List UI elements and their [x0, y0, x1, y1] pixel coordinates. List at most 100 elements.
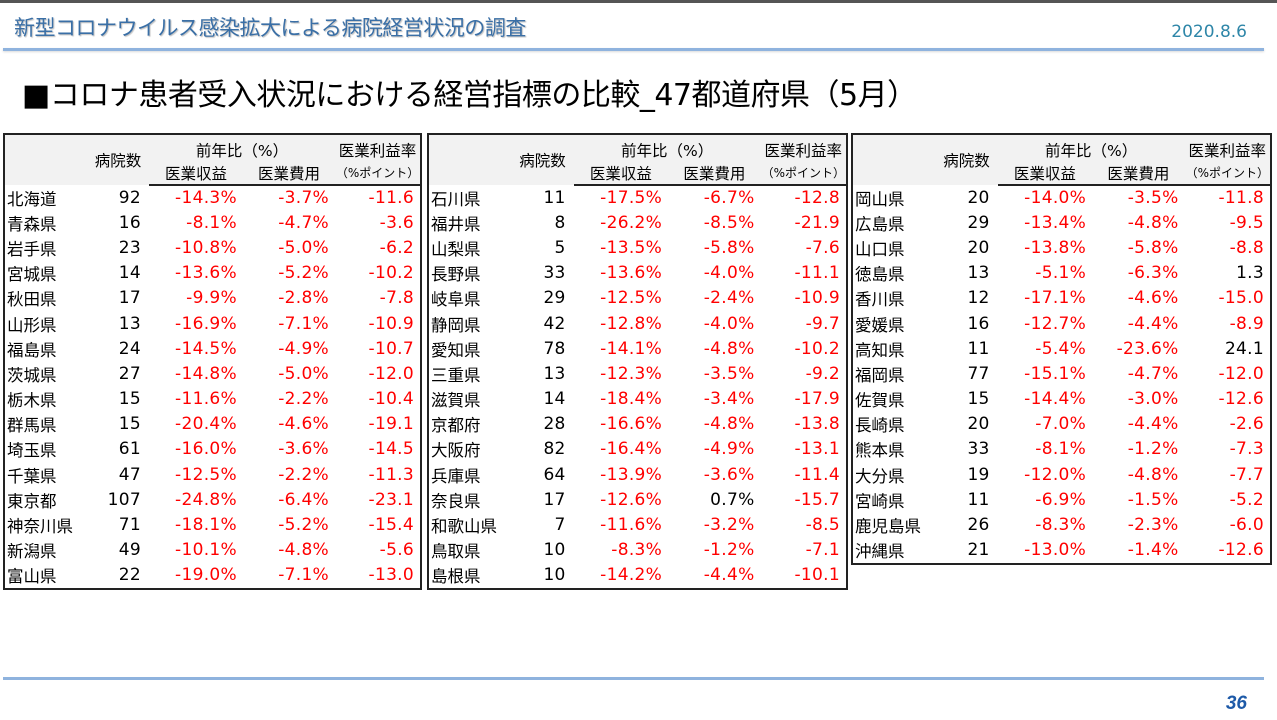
expense-yoy: -2.8% [278, 288, 330, 309]
expense-yoy: -3.4% [703, 389, 755, 410]
header-row-1: 病院数 前年比（%） 医業利益率 [853, 135, 1270, 185]
report-title: 新型コロナウイルス感染拡大による病院経営状況の調査 [14, 16, 526, 40]
revenue-yoy: -13.0% [1024, 540, 1087, 561]
table-row: 北海道 92 -14.3% -3.7% -11.6 [5, 185, 420, 210]
header-row-2: 医業収益 医業費用 （%ポイント） [853, 161, 1270, 186]
revenue-yoy: -8.3% [611, 540, 663, 561]
revenue-yoy: -11.6% [175, 389, 237, 410]
hospital-count: 78 [543, 338, 566, 359]
hospital-count: 7 [554, 515, 566, 536]
revenue-yoy: -12.7% [1024, 313, 1087, 334]
hospital-count: 15 [967, 389, 990, 410]
revenue-yoy: -20.4% [175, 414, 237, 435]
header-margin-unit: （%ポイント） [335, 161, 421, 186]
revenue-yoy: -14.5% [175, 338, 237, 359]
table-row: 大分県 19 -12.0% -4.8% -7.7 [853, 462, 1270, 487]
margin-change: -12.6 [1218, 389, 1264, 410]
revenue-yoy: -18.1% [175, 515, 237, 536]
expense-yoy: -4.0% [703, 313, 755, 334]
header-yoy-group: 前年比（%） [149, 135, 336, 161]
hospital-count: 77 [967, 363, 990, 384]
margin-change: -9.2 [805, 363, 840, 384]
hospital-count: 21 [967, 540, 990, 561]
header-row-2: 医業収益 医業費用 （%ポイント） [5, 161, 421, 186]
expense-yoy: -3.0% [1127, 389, 1179, 410]
revenue-yoy: -13.8% [1024, 237, 1087, 258]
header-margin: 医業利益率 [760, 135, 846, 161]
expense-yoy: -2.2% [278, 464, 330, 485]
hospital-count: 11 [543, 187, 566, 208]
revenue-yoy: -10.8% [175, 237, 237, 258]
prefecture-name: 京都府 [431, 416, 481, 436]
expense-yoy: -5.8% [1127, 237, 1179, 258]
header-hospital-count: 病院数 [511, 135, 574, 185]
prefecture-name: 熊本県 [855, 441, 905, 461]
prefecture-name: 静岡県 [431, 315, 481, 335]
prefecture-name: 宮崎県 [855, 491, 905, 511]
header-hospital-count: 病院数 [935, 135, 998, 185]
expense-yoy: -23.6% [1116, 338, 1179, 359]
table-row: 愛媛県 16 -12.7% -4.4% -8.9 [853, 311, 1270, 336]
hospital-count: 15 [118, 414, 141, 435]
margin-change: -7.7 [1229, 464, 1264, 485]
hospital-count: 24 [118, 338, 141, 359]
margin-change: -15.4 [368, 515, 415, 536]
expense-yoy: -4.8% [1127, 212, 1179, 233]
margin-change: -12.0 [1218, 363, 1264, 384]
table-row: 和歌山県 7 -11.6% -3.2% -8.5 [429, 512, 846, 537]
revenue-yoy: -14.1% [600, 338, 663, 359]
hospital-count: 17 [118, 288, 141, 309]
expense-yoy: -7.1% [278, 565, 330, 586]
footer-divider [3, 677, 1264, 680]
revenue-yoy: -16.6% [600, 414, 663, 435]
expense-yoy: -3.7% [278, 188, 330, 209]
table-row: 佐賀県 15 -14.4% -3.0% -12.6 [853, 387, 1270, 412]
hospital-count: 33 [967, 439, 990, 460]
header-margin: 医業利益率 [335, 135, 421, 161]
table-row: 山形県 13 -16.9% -7.1% -10.9 [5, 311, 420, 336]
prefecture-name: 和歌山県 [431, 517, 497, 537]
table-row: 徳島県 13 -5.1% -6.3% 1.3 [853, 261, 1270, 286]
table-row: 広島県 29 -13.4% -4.8% -9.5 [853, 210, 1270, 235]
revenue-yoy: -12.0% [1024, 464, 1087, 485]
expense-yoy: -4.9% [703, 439, 755, 460]
revenue-yoy: -12.5% [600, 288, 663, 309]
expense-yoy: -3.6% [278, 439, 330, 460]
expense-yoy: -2.3% [1127, 515, 1179, 536]
hospital-count: 17 [543, 489, 566, 510]
revenue-yoy: -14.0% [1024, 188, 1087, 209]
prefecture-table-2: 病院数 前年比（%） 医業利益率 医業収益 医業費用 （%ポイント） 石川県 11 -17.5%… [427, 133, 848, 590]
hospital-count: 13 [543, 363, 566, 384]
expense-yoy: -4.4% [703, 565, 755, 586]
revenue-yoy: -13.9% [600, 464, 663, 485]
margin-change: -7.6 [805, 237, 840, 258]
prefecture-name: 長崎県 [855, 416, 905, 436]
table-row: 三重県 13 -12.3% -3.5% -9.2 [429, 361, 846, 386]
margin-change: -19.1 [368, 414, 415, 435]
table-row: 熊本県 33 -8.1% -1.2% -7.3 [853, 437, 1270, 462]
hospital-count: 14 [543, 389, 566, 410]
table-row: 大阪府 82 -16.4% -4.9% -13.1 [429, 437, 846, 462]
table-row: 鳥取県 10 -8.3% -1.2% -7.1 [429, 538, 846, 563]
table-row: 宮城県 14 -13.6% -5.2% -10.2 [5, 261, 420, 286]
prefecture-name: 北海道 [7, 189, 57, 209]
header-margin-unit: （%ポイント） [1184, 161, 1270, 186]
margin-change: -5.6 [379, 540, 415, 561]
header-row-1: 病院数 前年比（%） 医業利益率 [5, 135, 421, 185]
expense-yoy: -4.0% [703, 263, 755, 284]
margin-change: -11.6 [368, 188, 415, 209]
margin-change: -5.2 [1229, 489, 1264, 510]
header-blank [5, 135, 87, 185]
margin-change: -9.5 [1229, 212, 1264, 233]
table-row: 神奈川県 71 -18.1% -5.2% -15.4 [5, 512, 420, 537]
hospital-count: 26 [967, 515, 990, 536]
revenue-yoy: -14.3% [175, 188, 237, 209]
margin-change: -21.9 [794, 212, 840, 233]
margin-change: -10.7 [368, 338, 415, 359]
header-revenue: 医業収益 [149, 161, 243, 186]
margin-change: -14.5 [368, 439, 415, 460]
prefecture-name: 徳島県 [855, 265, 905, 285]
hospital-count: 20 [967, 237, 990, 258]
prefecture-name: 愛知県 [431, 340, 481, 360]
prefecture-table-3: 病院数 前年比（%） 医業利益率 医業収益 医業費用 （%ポイント） 岡山県 20 -14.0%… [851, 133, 1272, 565]
